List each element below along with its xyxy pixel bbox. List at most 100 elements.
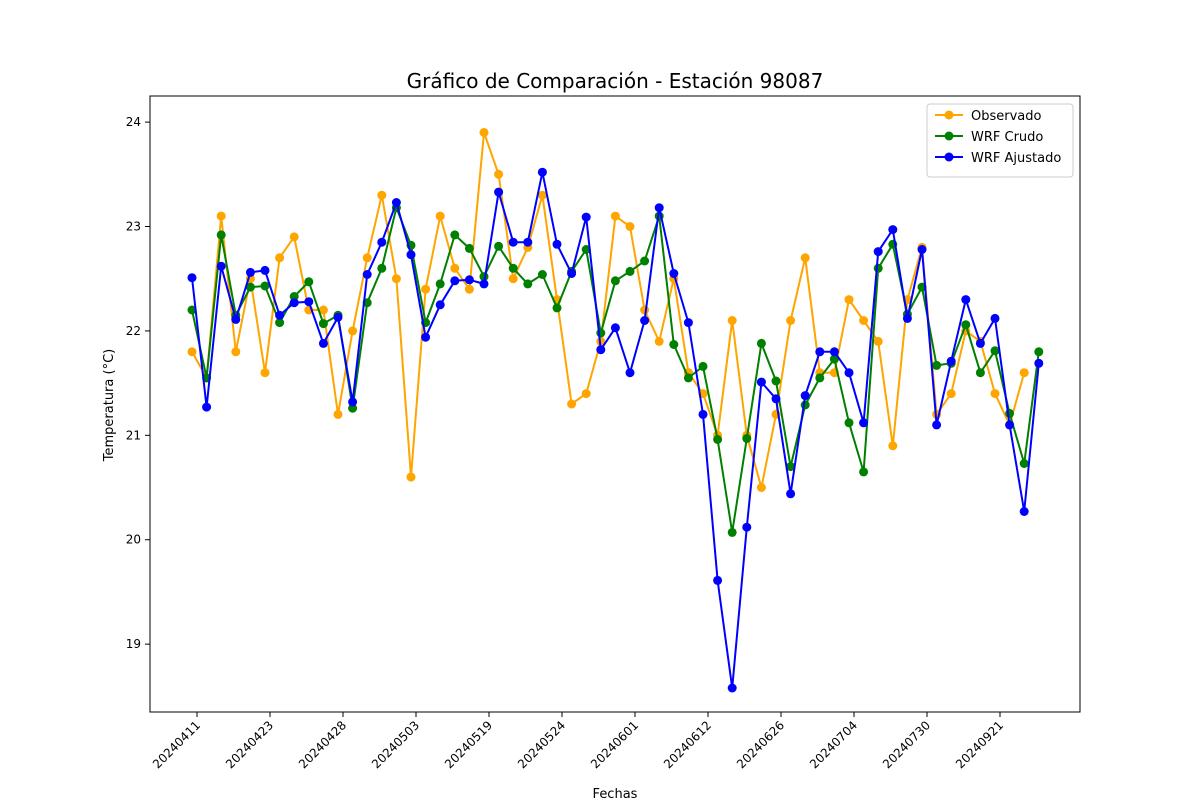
data-point xyxy=(245,282,255,292)
x-axis-label: Fechas xyxy=(593,787,638,800)
data-point xyxy=(756,483,766,492)
legend-swatch-marker xyxy=(944,110,954,120)
data-point xyxy=(581,245,591,254)
data-point xyxy=(377,190,387,200)
data-point xyxy=(727,683,737,693)
data-point xyxy=(888,225,898,235)
data-point xyxy=(464,284,474,294)
data-point xyxy=(800,253,810,263)
legend-box xyxy=(926,103,1074,178)
data-point xyxy=(464,243,474,253)
data-point xyxy=(260,368,270,378)
data-point xyxy=(844,418,854,428)
data-point xyxy=(450,263,460,273)
data-point xyxy=(654,203,664,213)
data-point xyxy=(1019,507,1029,516)
y-tick-label: 22 xyxy=(126,324,141,338)
data-point xyxy=(946,389,956,399)
data-point xyxy=(917,245,927,254)
data-point xyxy=(829,354,839,364)
data-point xyxy=(581,389,591,399)
legend-label: Observado xyxy=(971,109,1042,124)
data-point xyxy=(494,241,504,251)
data-point xyxy=(1005,408,1015,418)
data-point xyxy=(727,527,737,537)
data-point xyxy=(756,338,766,348)
data-point xyxy=(873,336,883,346)
data-point xyxy=(523,279,533,289)
plot-frame xyxy=(149,95,1081,713)
data-point xyxy=(216,211,226,221)
data-point xyxy=(946,356,956,366)
data-point xyxy=(333,409,343,419)
data-point xyxy=(625,266,635,276)
data-point xyxy=(829,347,839,357)
data-point xyxy=(859,316,869,325)
data-point xyxy=(318,319,328,329)
data-point xyxy=(406,472,416,482)
data-point xyxy=(479,279,489,289)
data-point xyxy=(581,212,591,222)
plot-area xyxy=(149,95,1081,713)
data-point xyxy=(567,269,577,278)
data-point xyxy=(216,261,226,271)
data-point xyxy=(1034,358,1044,368)
data-point xyxy=(318,305,328,315)
data-point xyxy=(348,326,358,336)
data-point xyxy=(450,230,460,240)
data-point xyxy=(304,297,314,307)
data-point xyxy=(202,402,212,412)
data-point xyxy=(494,187,504,197)
y-tick-label: 21 xyxy=(126,428,141,442)
data-point xyxy=(961,295,971,305)
data-point xyxy=(362,253,372,263)
data-point xyxy=(625,222,635,231)
data-point xyxy=(552,239,562,249)
data-point xyxy=(990,346,1000,356)
data-point xyxy=(508,263,518,273)
data-point xyxy=(289,292,299,301)
data-point xyxy=(771,376,781,386)
data-point xyxy=(713,435,723,444)
legend: Observado WRF Crudo WRF Ajustado xyxy=(926,103,1074,178)
data-point xyxy=(625,368,635,378)
data-point xyxy=(508,237,518,247)
y-axis: 19 20 21 22 23 24 xyxy=(126,115,150,651)
data-point xyxy=(275,318,285,328)
legend-label: WRF Ajustado xyxy=(971,151,1061,166)
data-point xyxy=(391,198,401,207)
data-point xyxy=(260,265,270,275)
data-point xyxy=(275,253,285,263)
data-point xyxy=(888,441,898,451)
data-point xyxy=(786,489,796,499)
data-point xyxy=(289,232,299,242)
data-point xyxy=(479,128,489,137)
data-point xyxy=(348,397,358,407)
data-point xyxy=(494,169,504,179)
data-point xyxy=(435,300,445,310)
legend-swatch-marker xyxy=(944,152,954,162)
data-point xyxy=(435,279,445,289)
data-point xyxy=(231,347,241,357)
data-point xyxy=(610,323,620,333)
data-point xyxy=(610,211,620,221)
data-point xyxy=(231,314,241,324)
data-point xyxy=(932,420,942,430)
data-point xyxy=(245,267,255,277)
data-point xyxy=(844,368,854,378)
data-point xyxy=(786,316,796,325)
y-tick-label: 20 xyxy=(126,533,141,547)
data-point xyxy=(464,275,474,285)
data-point xyxy=(815,347,825,357)
data-point xyxy=(640,316,650,325)
data-point xyxy=(523,237,533,247)
data-point xyxy=(902,313,912,323)
data-point xyxy=(187,347,197,357)
data-point xyxy=(377,263,387,273)
series-2 xyxy=(187,167,1044,693)
data-point xyxy=(216,230,226,240)
data-point xyxy=(771,394,781,404)
data-point xyxy=(873,247,883,257)
data-point xyxy=(859,467,869,477)
series-layer xyxy=(187,128,1044,693)
